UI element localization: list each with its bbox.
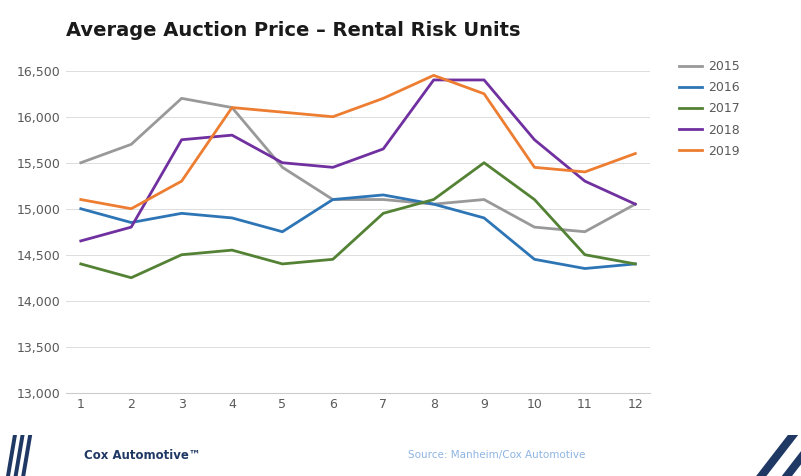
Text: Source: Manheim/Cox Automotive: Source: Manheim/Cox Automotive (408, 450, 586, 460)
Polygon shape (756, 435, 799, 476)
Polygon shape (6, 435, 17, 476)
Polygon shape (21, 435, 32, 476)
Text: Cox Automotive™: Cox Automotive™ (84, 449, 201, 462)
Polygon shape (782, 435, 801, 476)
Text: Average Auction Price – Rental Risk Units: Average Auction Price – Rental Risk Unit… (66, 21, 520, 40)
Polygon shape (14, 435, 25, 476)
Legend: 2015, 2016, 2017, 2018, 2019: 2015, 2016, 2017, 2018, 2019 (674, 55, 745, 163)
